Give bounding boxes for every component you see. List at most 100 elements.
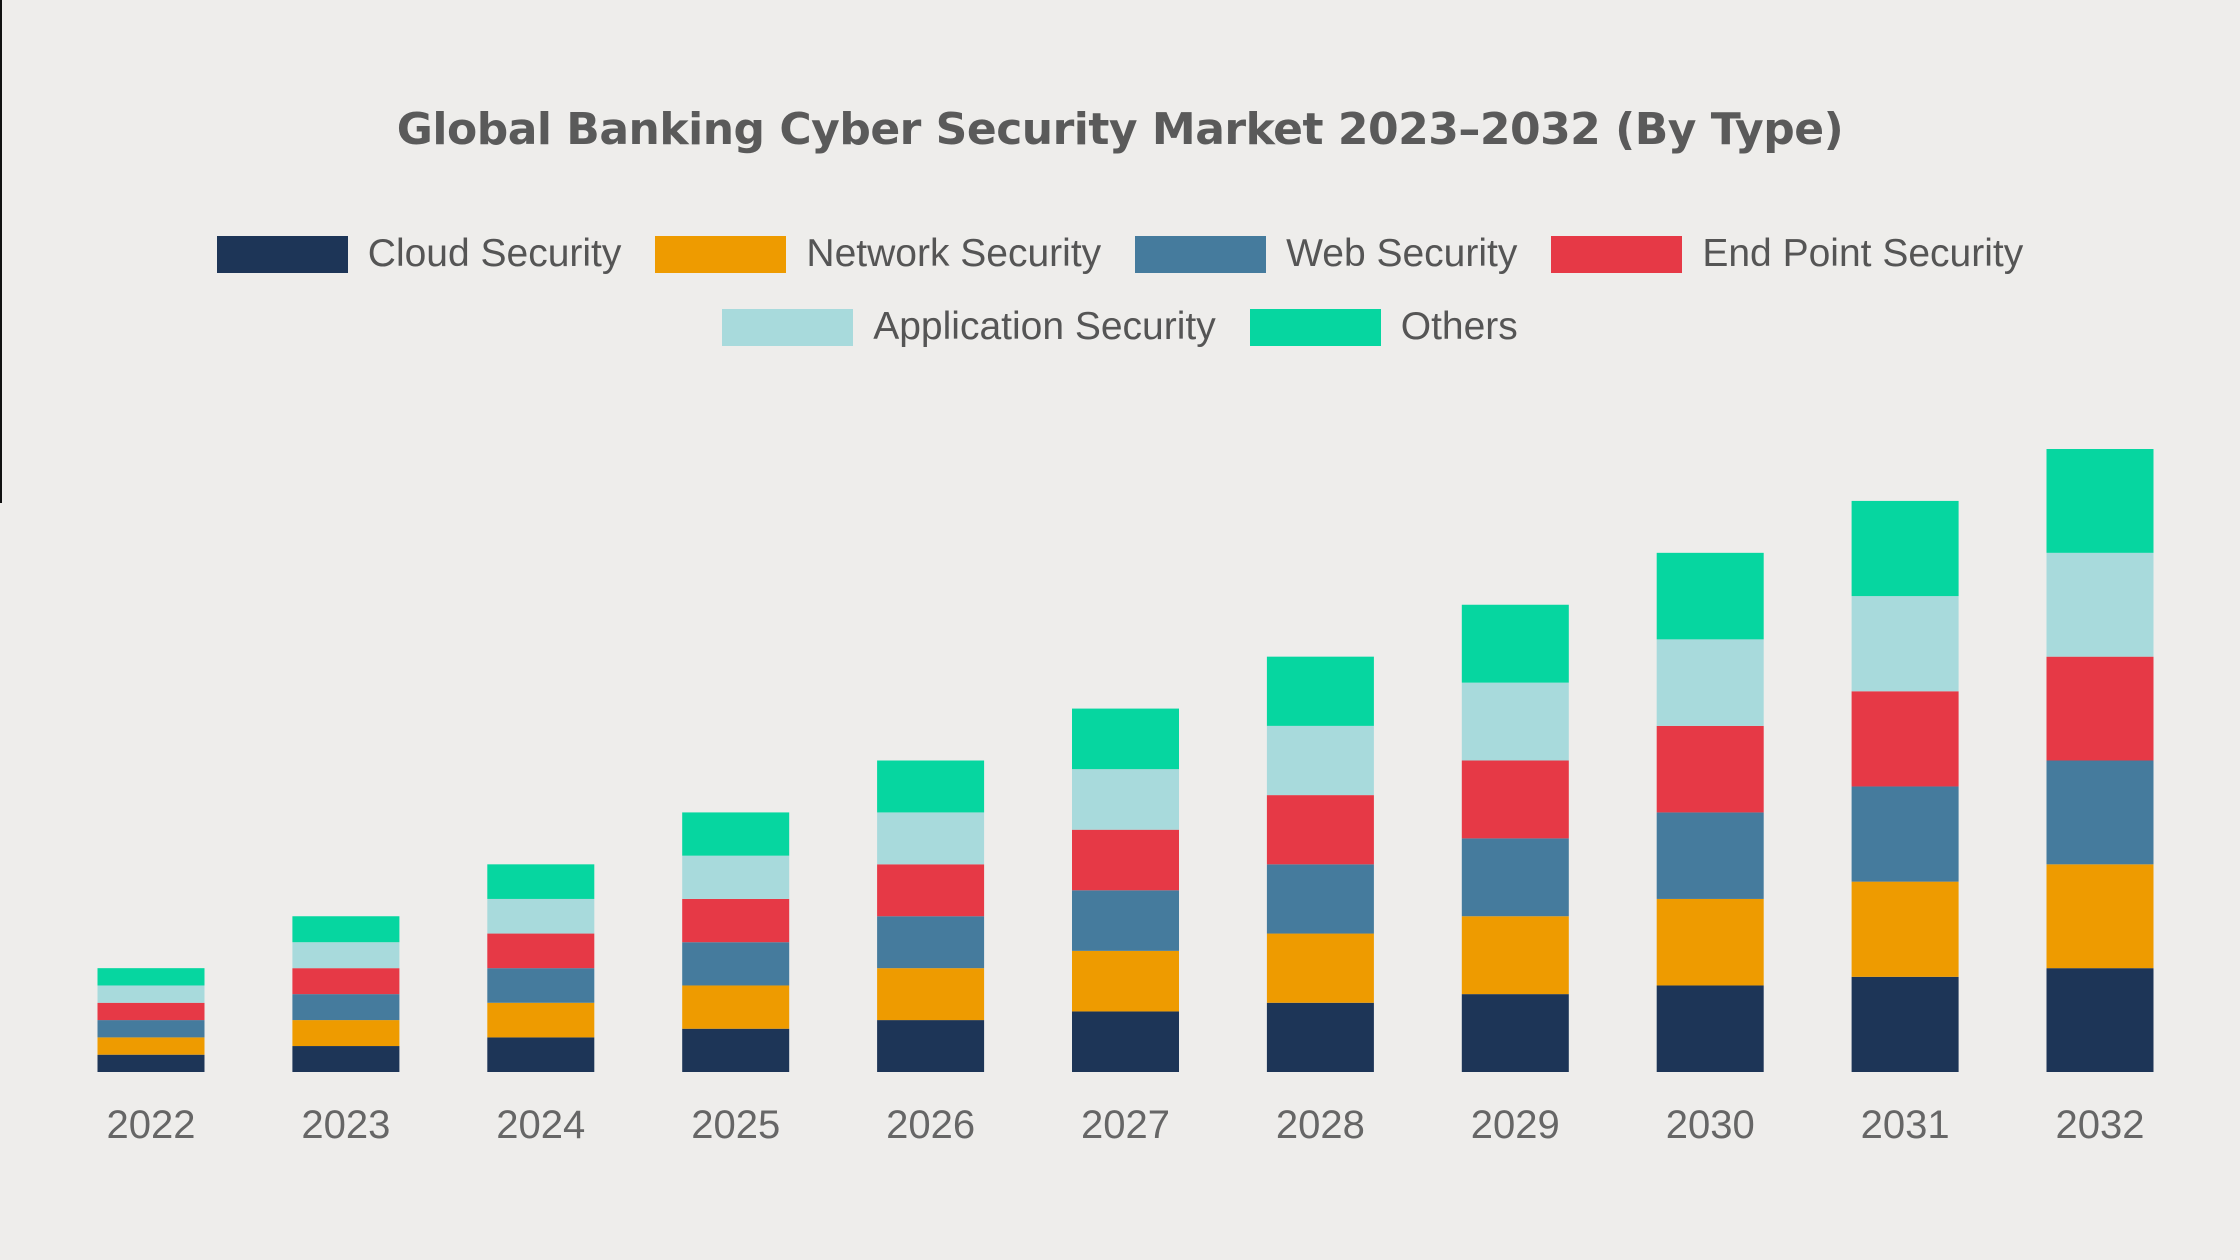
bar-segment-network-security-2024 <box>487 1002 595 1038</box>
bar-segment-web-security-2023 <box>292 994 400 1021</box>
bar-segment-network-security-2029 <box>1461 916 1569 995</box>
bar-segment-application-security-2028 <box>1266 725 1374 796</box>
legend-item-end-point-security[interactable]: End Point Security <box>1551 232 2023 276</box>
bar-segment-cloud-security-2031 <box>1851 976 1959 1072</box>
bar-segment-web-security-2026 <box>877 916 985 969</box>
bar-segment-application-security-2025 <box>682 855 790 899</box>
legend-row-1: Cloud Security Network Security Web Secu… <box>0 232 2240 276</box>
bar-segment-others-2028 <box>1266 656 1374 726</box>
bar-segment-cloud-security-2032 <box>2046 968 2154 1072</box>
legend-label: Web Security <box>1286 232 1518 275</box>
bar-segment-network-security-2027 <box>1072 950 1179 1012</box>
bar-segment-application-security-2029 <box>1461 682 1569 761</box>
legend-label: Cloud Security <box>367 232 622 275</box>
bar-segment-cloud-security-2029 <box>1461 994 1569 1072</box>
bar-segment-application-security-2027 <box>1072 769 1179 830</box>
bar-segment-end-point-security-2028 <box>1266 795 1374 865</box>
bar-segment-network-security-2023 <box>292 1020 400 1047</box>
legend-item-others[interactable]: Others <box>1249 305 1518 349</box>
bar-segment-others-2031 <box>1851 500 1959 597</box>
bar-segment-end-point-security-2029 <box>1461 760 1569 839</box>
x-tick-label: 2030 <box>1666 1103 1755 1147</box>
bar-segment-cloud-security-2025 <box>682 1028 790 1072</box>
x-tick-label: 2029 <box>1471 1103 1560 1147</box>
bar-segment-web-security-2029 <box>1461 838 1569 917</box>
x-tick-label: 2026 <box>886 1103 975 1147</box>
bar-segment-web-security-2030 <box>1656 812 1764 899</box>
legend-item-application-security[interactable]: Application Security <box>722 305 1216 349</box>
bar-segment-cloud-security-2024 <box>487 1037 595 1072</box>
bar-segment-network-security-2032 <box>2046 864 2154 969</box>
bar-segment-application-security-2026 <box>877 812 985 865</box>
bar-segment-application-security-2023 <box>292 942 400 969</box>
legend-swatch <box>1249 308 1381 346</box>
bar-segment-end-point-security-2031 <box>1851 691 1959 787</box>
bar-segment-others-2032 <box>2046 449 2154 553</box>
bar-segment-end-point-security-2025 <box>682 898 790 943</box>
bar-segment-network-security-2025 <box>682 985 790 1029</box>
bar-segment-network-security-2028 <box>1266 933 1374 1003</box>
legend-swatch <box>655 235 787 273</box>
bar-segment-application-security-2024 <box>487 898 595 934</box>
bar-segment-network-security-2022 <box>97 1037 205 1055</box>
legend-label: Network Security <box>806 232 1102 275</box>
bar-segment-others-2025 <box>682 812 790 856</box>
bar-segment-network-security-2031 <box>1851 881 1959 977</box>
legend-label: End Point Security <box>1702 232 2024 275</box>
legend-row-2: Application Security Others <box>0 305 2240 349</box>
bar-segment-cloud-security-2030 <box>1656 985 1764 1072</box>
x-tick-label: 2025 <box>691 1103 780 1147</box>
x-tick-label: 2022 <box>107 1103 196 1147</box>
bar-segment-application-security-2031 <box>1851 596 1959 692</box>
bar-segment-application-security-2022 <box>97 985 205 1003</box>
bar-segment-cloud-security-2022 <box>97 1054 205 1072</box>
bar-segment-end-point-security-2022 <box>97 1002 205 1021</box>
bar-segment-web-security-2032 <box>2046 760 2154 865</box>
bar-segment-end-point-security-2032 <box>2046 656 2154 761</box>
bar-segment-web-security-2025 <box>682 942 790 986</box>
legend-swatch <box>1551 235 1683 273</box>
bar-segment-end-point-security-2027 <box>1072 829 1179 891</box>
bar-segment-cloud-security-2027 <box>1072 1011 1179 1072</box>
bar-segment-web-security-2027 <box>1072 890 1179 951</box>
bar-segment-others-2022 <box>97 968 205 986</box>
legend-item-network-security[interactable]: Network Security <box>655 232 1101 276</box>
legend-label: Application Security <box>873 305 1216 348</box>
x-tick-label: 2027 <box>1081 1103 1170 1147</box>
x-tick-label: 2031 <box>1861 1103 1950 1147</box>
bar-segment-end-point-security-2023 <box>292 968 400 995</box>
chart-title: Global Banking Cyber Security Market 202… <box>396 104 1844 155</box>
bar-segment-others-2027 <box>1072 708 1179 770</box>
legend-swatch <box>1135 235 1267 273</box>
legend-item-cloud-security[interactable]: Cloud Security <box>216 232 622 276</box>
bar-segment-web-security-2031 <box>1851 786 1959 882</box>
bar-segment-application-security-2030 <box>1656 639 1764 726</box>
bar-segment-network-security-2026 <box>877 968 985 1021</box>
legend-item-web-security[interactable]: Web Security <box>1135 232 1517 276</box>
x-tick-label: 2023 <box>301 1103 390 1147</box>
bar-segment-others-2029 <box>1461 604 1569 683</box>
bar-segment-others-2024 <box>487 864 595 899</box>
bar-segment-others-2023 <box>292 916 400 943</box>
bar-segment-end-point-security-2024 <box>487 933 595 969</box>
bar-segment-others-2030 <box>1656 552 1764 640</box>
x-tick-label: 2024 <box>496 1103 585 1147</box>
x-tick-label: 2028 <box>1276 1103 1365 1147</box>
bar-segment-others-2026 <box>877 760 985 813</box>
bar-segment-web-security-2022 <box>97 1020 205 1038</box>
bar-segment-network-security-2030 <box>1656 898 1764 986</box>
legend-swatch <box>722 308 854 346</box>
bar-segment-cloud-security-2026 <box>877 1020 985 1072</box>
bar-segment-web-security-2028 <box>1266 864 1374 934</box>
window-edge-line <box>0 0 2 503</box>
legend-label: Others <box>1400 305 1518 348</box>
bar-segment-end-point-security-2030 <box>1656 725 1764 813</box>
bar-segment-cloud-security-2028 <box>1266 1002 1374 1072</box>
bar-segment-application-security-2032 <box>2046 552 2154 657</box>
x-tick-label: 2032 <box>2056 1103 2145 1147</box>
bar-segment-cloud-security-2023 <box>292 1046 400 1072</box>
bar-segment-web-security-2024 <box>487 968 595 1003</box>
bar-segment-end-point-security-2026 <box>877 864 985 917</box>
legend-swatch <box>216 235 348 273</box>
